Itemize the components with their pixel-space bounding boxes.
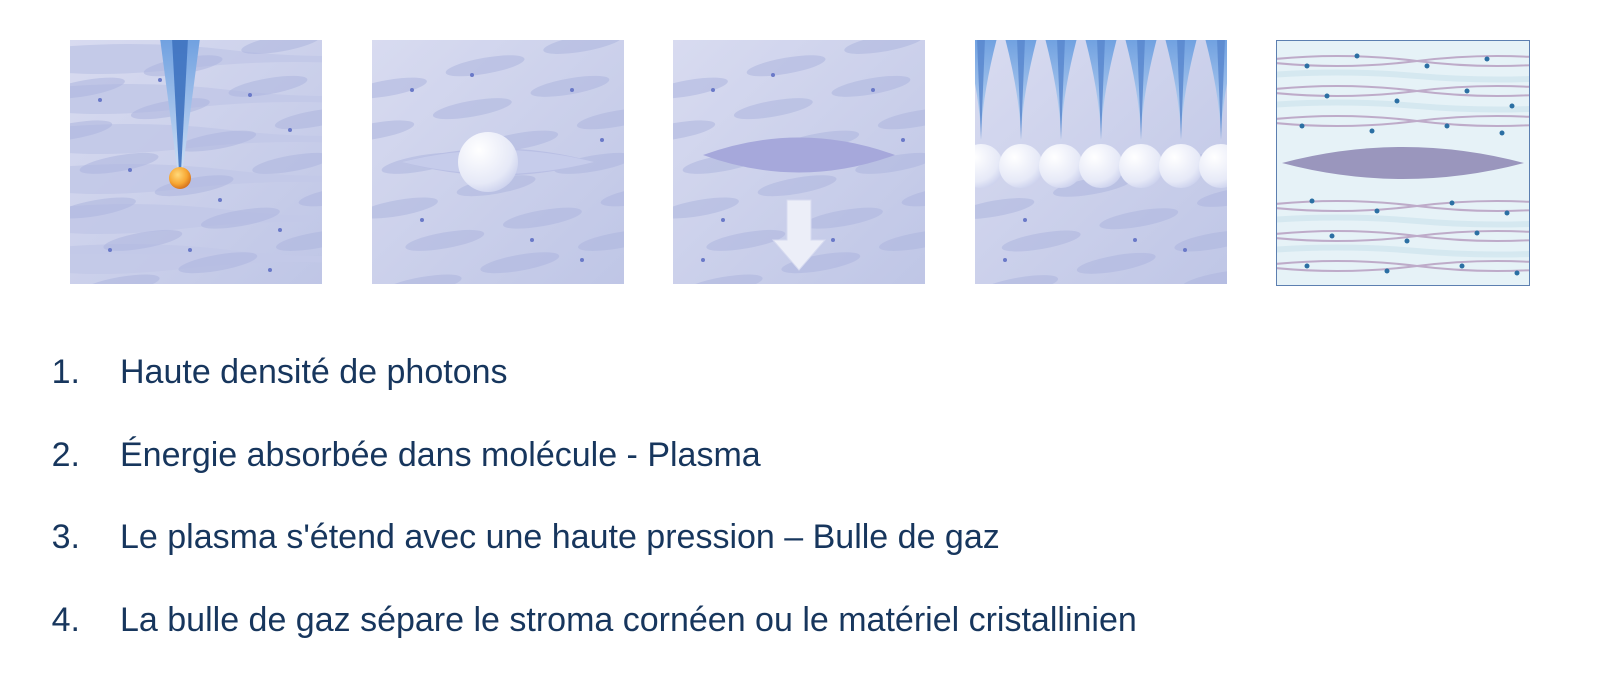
panel-3-gas-bubble xyxy=(673,40,925,284)
list-item: La bulle de gaz sépare le stroma cornéen… xyxy=(10,594,1600,647)
panel-5-separated-stroma xyxy=(1276,40,1530,286)
panel-1-photon-density xyxy=(70,40,322,284)
diagram-panels xyxy=(0,0,1600,286)
list-item: Le plasma s'étend avec une haute pressio… xyxy=(10,511,1600,564)
panel-2-plasma xyxy=(372,40,624,284)
explanation-list: Haute densité de photons Énergie absorbé… xyxy=(10,346,1600,647)
panel-4-multiple-pulses xyxy=(975,40,1227,284)
list-item: Énergie absorbée dans molécule - Plasma xyxy=(10,429,1600,482)
list-item: Haute densité de photons xyxy=(10,346,1600,399)
